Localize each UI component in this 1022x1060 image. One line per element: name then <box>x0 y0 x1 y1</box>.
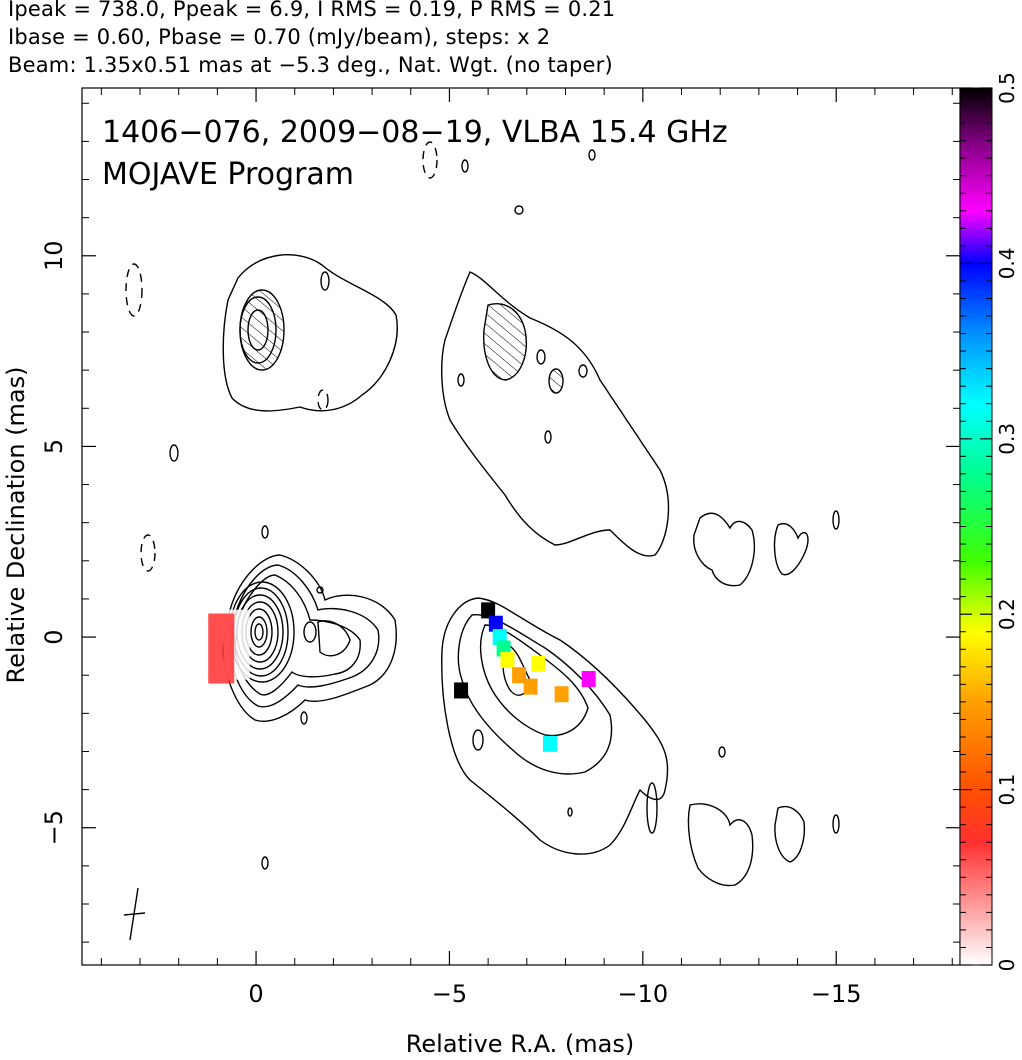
y-tick-label: 5 <box>40 439 68 454</box>
polarization-pixel <box>488 615 503 632</box>
contour-upper-jet-outer <box>441 271 670 557</box>
polarization-pixel <box>581 671 596 688</box>
y-axis-label: Relative Declination (mas) <box>2 366 30 683</box>
polarization-pixel <box>523 678 538 695</box>
x-axis: 0 −5 −10 −15 <box>100 88 953 1008</box>
polarization-pixel <box>512 667 527 684</box>
stats-line-beam: Beam: 1.35x0.51 mas at −5.3 deg., Nat. W… <box>8 53 613 77</box>
x-tick-label: −15 <box>811 980 862 1008</box>
y-tick-label: −5 <box>40 810 68 845</box>
plot-title-line1: 1406−076, 2009−08−19, VLBA 15.4 GHz <box>102 115 728 150</box>
hatched-core-upper <box>239 289 285 371</box>
polarization-pixel <box>531 655 546 672</box>
x-axis-label: Relative R.A. (mas) <box>406 1030 634 1058</box>
y-tick-label: 0 <box>40 629 68 644</box>
stats-line-peaks: Ipeak = 738.0, Ppeak = 6.9, I RMS = 0.19… <box>8 0 616 21</box>
polarization-pixel <box>543 735 558 752</box>
contour-island-r2 <box>773 523 809 576</box>
y-axis: −5 0 5 10 <box>40 102 960 943</box>
polarization-pixel <box>208 613 235 684</box>
beam-marker <box>123 887 146 941</box>
colorbar-tick-label: 0.3 <box>995 423 1019 455</box>
jet-contours <box>316 586 806 887</box>
plot-frame <box>81 87 961 966</box>
hatched-jet-upper <box>483 303 527 381</box>
contour-island-r1 <box>693 512 756 587</box>
colorbar-tick-label: 0 <box>995 959 1019 972</box>
stats-line-base: Ibase = 0.60, Pbase = 0.70 (mJy/beam), s… <box>8 25 551 49</box>
polarization-pixel <box>554 686 569 703</box>
x-tick-label: −10 <box>618 980 669 1008</box>
polarization-pixel <box>454 682 469 699</box>
x-tick-label: 0 <box>248 980 263 1008</box>
core-contours <box>222 554 397 722</box>
polarization-pixel <box>500 651 515 668</box>
colorbar-tick-label: 0.4 <box>995 247 1019 279</box>
colorbar-tick-label: 0.5 <box>995 72 1019 104</box>
plot-title-line2: MOJAVE Program <box>102 157 354 192</box>
colorbar-tick-label: 0.2 <box>995 598 1019 630</box>
polarization-pixels <box>208 602 596 752</box>
contour-layer <box>125 141 840 887</box>
negative-contours <box>125 141 438 572</box>
y-tick-label: 10 <box>40 241 68 272</box>
colorbar-axis: 0 0.1 0.2 0.3 0.4 0.5 <box>960 72 1019 971</box>
colorbar-tick-label: 0.1 <box>995 774 1019 806</box>
polarization-pixel <box>481 602 496 619</box>
contour-upper-core-outer <box>222 254 398 412</box>
x-tick-label: −5 <box>432 980 467 1008</box>
